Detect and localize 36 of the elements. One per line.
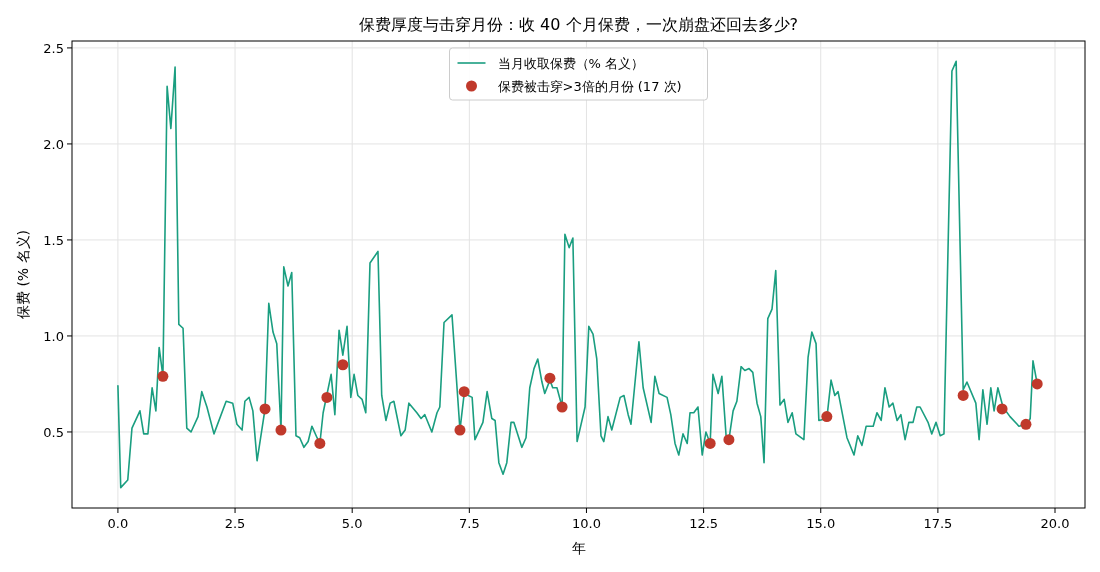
point <box>458 386 470 398</box>
y-tick-label: 0.5 <box>43 424 64 440</box>
y-tick-label: 2.5 <box>43 40 64 56</box>
point <box>157 370 169 382</box>
point <box>454 424 466 436</box>
x-tick-label: 0.0 <box>107 516 129 531</box>
point <box>556 401 568 413</box>
x-tick-label: 17.5 <box>923 516 953 531</box>
y-axis-title: 保费 (% 名义) <box>15 229 31 320</box>
x-tick-label: 15.0 <box>806 516 836 531</box>
point <box>996 403 1008 415</box>
x-tick-label: 7.5 <box>458 516 480 531</box>
y-tick-label: 1.5 <box>43 232 64 248</box>
x-tick-label: 10.0 <box>571 516 601 531</box>
point <box>314 437 326 449</box>
x-axis-title: 年 <box>571 540 586 556</box>
y-tick-label: 2.0 <box>43 136 64 152</box>
point <box>259 403 271 415</box>
point <box>1020 418 1032 430</box>
x-tick-label: 2.5 <box>224 516 246 531</box>
y-tick-label: 1.0 <box>43 328 64 344</box>
point <box>957 389 969 401</box>
x-tick-label: 5.0 <box>341 516 363 531</box>
legend-label: 保费被击穿>3倍的月份 (17 次) <box>497 79 682 94</box>
chart-title: 保费厚度与击穿月份：收 40 个月保费，一次崩盘还回去多少? <box>358 15 799 34</box>
point <box>1031 378 1043 390</box>
x-tick-label: 12.5 <box>689 516 719 531</box>
point <box>723 434 735 446</box>
point <box>821 411 833 423</box>
point <box>544 372 556 384</box>
legend-label: 当月收取保费（% 名义） <box>497 56 644 71</box>
x-tick-label: 20.0 <box>1040 516 1070 531</box>
point <box>275 424 287 436</box>
point <box>337 359 349 371</box>
point <box>321 391 333 403</box>
point <box>704 437 716 449</box>
